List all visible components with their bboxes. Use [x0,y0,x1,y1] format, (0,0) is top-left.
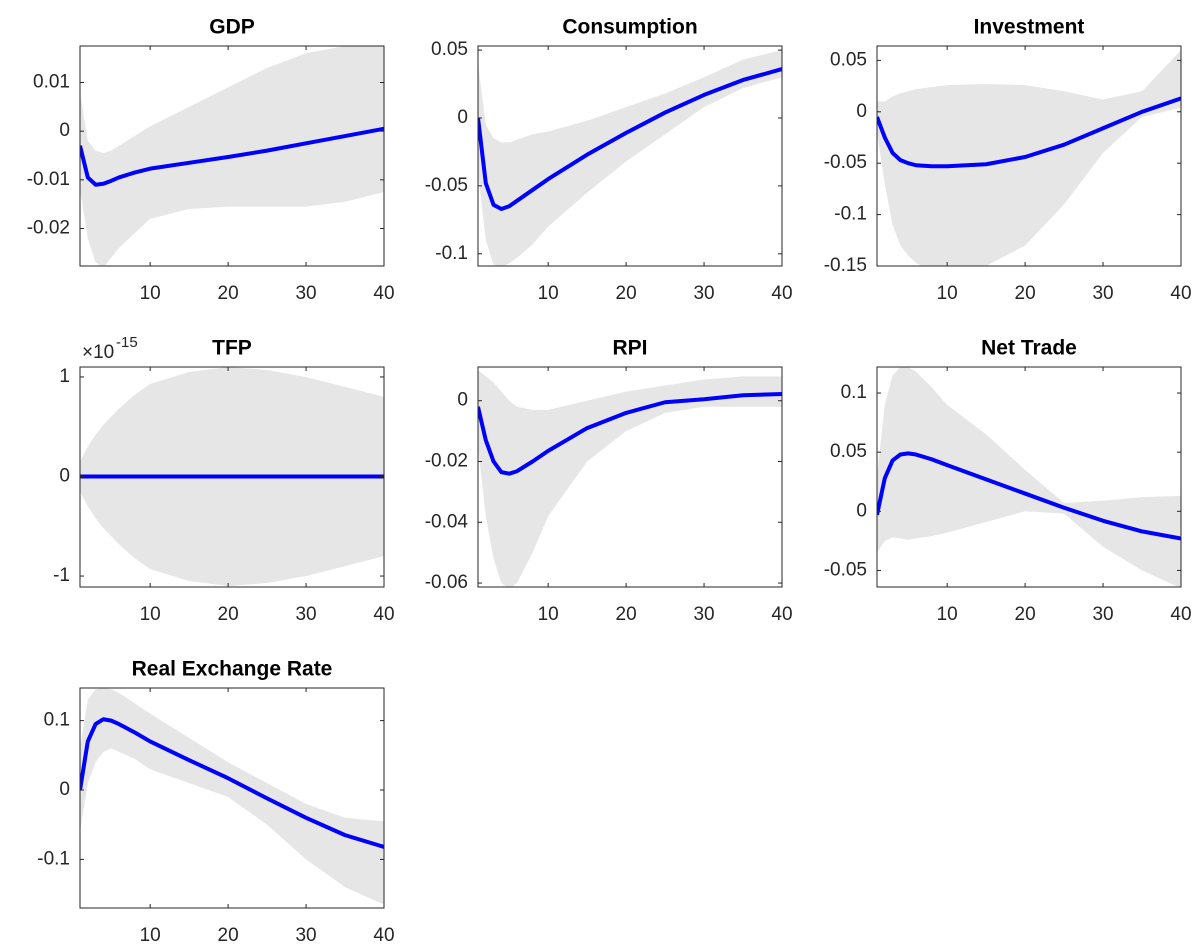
axis-exponent: -15 [116,334,138,351]
x-tick-label: 30 [295,925,316,944]
y-tick-label: -0.15 [824,255,867,276]
x-tick-label: 30 [693,604,714,625]
plot-area [478,50,782,266]
x-tick-label: 30 [295,604,316,625]
y-tick-label: -0.02 [27,218,70,239]
y-tick-label: 0 [856,101,867,122]
y-tick-label: -0.05 [824,152,867,173]
y-tick-label: 0.01 [33,72,70,93]
x-tick-label: 30 [1092,604,1113,625]
subplot: 10 20 30 40 -0.06 -0.04 -0.02 0 RPI [425,337,793,625]
plot-area [877,367,1181,587]
y-tick-label: 0.1 [44,710,70,731]
x-tick-label: 40 [373,925,394,944]
y-tick-label: -0.02 [425,451,468,472]
x-tick-label: 20 [218,925,239,944]
response-line [877,451,1181,541]
x-tick-label: 30 [693,283,714,304]
confidence-band [877,367,1181,587]
axes-box [477,366,783,588]
response-line [877,96,1181,169]
confidence-band [478,50,782,266]
y-tick-label: -0.01 [27,169,70,190]
y-tick-label: 0 [856,500,867,521]
y-tick-label: 0 [59,120,70,141]
axis-multiplier: ×10 [82,342,114,363]
x-tick-label: 40 [1170,283,1191,304]
axes-box [79,687,385,909]
x-tick-label: 20 [1015,283,1036,304]
y-tick-label: 0 [59,779,70,800]
y-tick-label: -0.1 [37,848,70,869]
x-tick-label: 10 [140,604,161,625]
x-tick-label: 40 [373,283,394,304]
subplot-title: Net Trade [981,337,1077,360]
y-tick-label: 0 [457,107,468,128]
subplot-title: Real Exchange Rate [132,658,333,681]
y-tick-label: 0 [59,466,70,487]
response-line [80,717,384,849]
y-tick-label: -0.1 [834,204,867,225]
subplot-title: TFP [212,337,252,360]
axes-box [876,366,1182,588]
x-tick-label: 20 [218,604,239,625]
x-tick-label: 30 [295,283,316,304]
x-tick-label: 40 [373,604,394,625]
plot-area [877,50,1181,266]
x-tick-label: 40 [1170,604,1191,625]
subplot-title: Consumption [562,16,697,39]
plot-area [80,46,384,266]
y-tick-label: -0.05 [824,559,867,580]
y-tick-label: -0.06 [425,572,468,593]
confidence-band [877,50,1181,266]
subplot-title: RPI [612,337,647,360]
subplot: 10 20 30 40 -1 0 1 TFP ×10 -15 [53,334,394,625]
x-tick-label: 20 [616,604,637,625]
x-tick-label: 10 [937,283,958,304]
y-tick-label: -0.1 [435,243,468,264]
confidence-band [80,688,384,905]
plot-area [478,370,782,587]
x-tick-label: 10 [937,604,958,625]
x-tick-label: 10 [140,925,161,944]
subplot-title: Investment [974,16,1085,39]
x-tick-label: 10 [140,283,161,304]
y-tick-label: 0.05 [431,39,468,60]
subplot: 10 20 30 40 -0.02 -0.01 0 0.01 GDP [27,16,395,304]
plot-area [80,688,384,905]
x-tick-label: 40 [771,283,792,304]
axes-box [477,45,783,267]
x-tick-label: 20 [218,283,239,304]
confidence-band [478,370,782,587]
y-tick-label: 0 [457,390,468,411]
plot-area [80,367,384,587]
y-tick-label: -0.05 [425,175,468,196]
subplot: 10 20 30 40 -0.1 -0.05 0 0.05 Consumption [425,16,793,304]
y-tick-label: 0.05 [830,49,867,70]
y-tick-label: -1 [53,565,70,586]
x-tick-label: 10 [538,283,559,304]
y-tick-label: 0.05 [830,441,867,462]
response-line [80,126,384,187]
x-tick-label: 20 [1015,604,1036,625]
subplot: 10 20 30 40 -0.1 0 0.1 Real Exchange Rate [37,658,394,944]
x-tick-label: 20 [616,283,637,304]
x-tick-label: 40 [771,604,792,625]
response-line [478,392,782,476]
subplot: 10 20 30 40 -0.05 0 0.05 0.1 Net Trade [824,337,1192,625]
y-tick-label: 0.1 [841,382,867,403]
x-tick-label: 30 [1092,283,1113,304]
response-line [478,67,782,211]
axes-box [79,45,385,267]
subplot: 10 20 30 40 -0.15 -0.1 -0.05 0 0.05 Investment [824,16,1192,304]
axes-box [876,45,1182,267]
y-tick-label: -0.04 [425,511,469,532]
x-tick-label: 10 [538,604,559,625]
y-tick-label: 1 [59,366,70,387]
subplot-title: GDP [209,16,255,39]
